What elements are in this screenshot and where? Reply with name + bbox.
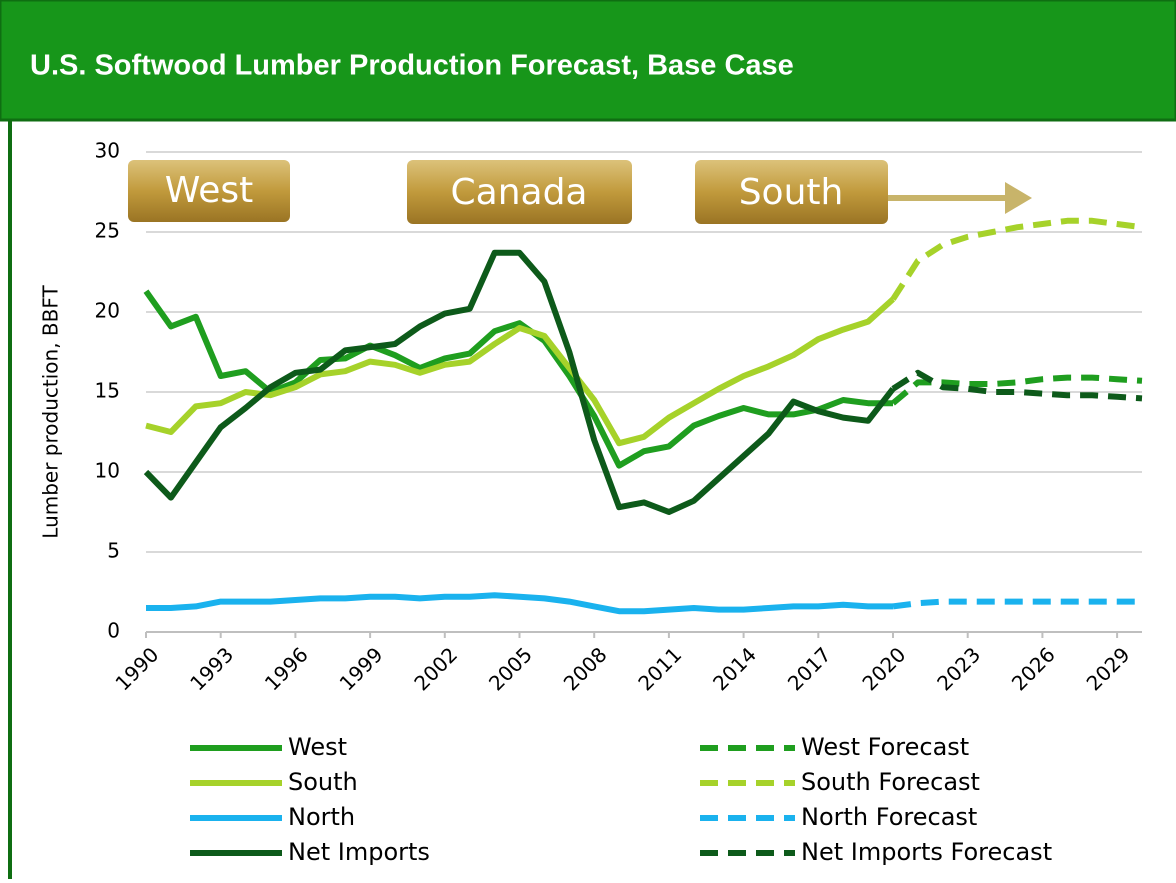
series-line xyxy=(143,249,896,515)
y-tick-label: 25 xyxy=(95,219,120,243)
annotation-text: Canada xyxy=(451,172,588,213)
annotation-box xyxy=(407,160,632,224)
chart-title: U.S. Softwood Lumber Production Forecast… xyxy=(30,50,794,82)
x-tick-label: 1999 xyxy=(335,642,388,695)
header-bar xyxy=(0,0,1176,122)
x-tick-label: 2005 xyxy=(484,642,537,695)
x-tick-label: 2020 xyxy=(857,642,910,695)
x-tick-label: 2026 xyxy=(1007,642,1060,695)
legend-label: South Forecast xyxy=(801,768,980,796)
y-axis-label: Lumber production, BBFT xyxy=(39,284,63,538)
annotation-box xyxy=(128,160,290,222)
legend-label: Net Imports xyxy=(288,838,430,866)
annotations: West Canada South xyxy=(128,160,1032,224)
x-tick-label: 2008 xyxy=(559,642,612,695)
left-border xyxy=(8,120,12,879)
annotation-box xyxy=(695,160,888,224)
series-line xyxy=(892,598,1142,610)
series-line xyxy=(890,217,1143,301)
legend-label: Net Imports Forecast xyxy=(801,838,1052,866)
x-tick-label: 2011 xyxy=(633,642,686,695)
x-tick-label: 1996 xyxy=(260,642,313,695)
x-tick-label: 1990 xyxy=(110,642,163,695)
series-line xyxy=(891,369,1143,402)
x-tick-label: 2014 xyxy=(708,642,761,695)
legend-label: North Forecast xyxy=(801,803,977,831)
y-tick-label: 0 xyxy=(107,619,120,643)
annotation-text: West xyxy=(165,170,254,211)
series-line xyxy=(143,289,893,469)
annotation-text: South xyxy=(739,172,844,213)
x-tick-label: 2023 xyxy=(932,642,985,695)
x-tick-label: 2017 xyxy=(783,642,836,695)
legend-label: West Forecast xyxy=(801,733,969,761)
x-tick-label: 2002 xyxy=(409,642,462,695)
x-tick-label: 2029 xyxy=(1082,642,1135,695)
y-tick-label: 5 xyxy=(107,539,120,563)
legend-label: South xyxy=(288,768,358,796)
annotation-arrowhead xyxy=(1005,182,1032,214)
y-tick-label: 20 xyxy=(95,299,120,323)
series-line xyxy=(145,296,896,447)
y-tick-label: 15 xyxy=(95,379,120,403)
x-tick-label: 1993 xyxy=(185,642,238,695)
y-tick-label: 10 xyxy=(95,459,120,483)
legend-label: West xyxy=(288,733,347,761)
legend-label: North xyxy=(288,803,355,831)
y-tick-label: 30 xyxy=(95,139,120,163)
series-line xyxy=(146,592,893,615)
